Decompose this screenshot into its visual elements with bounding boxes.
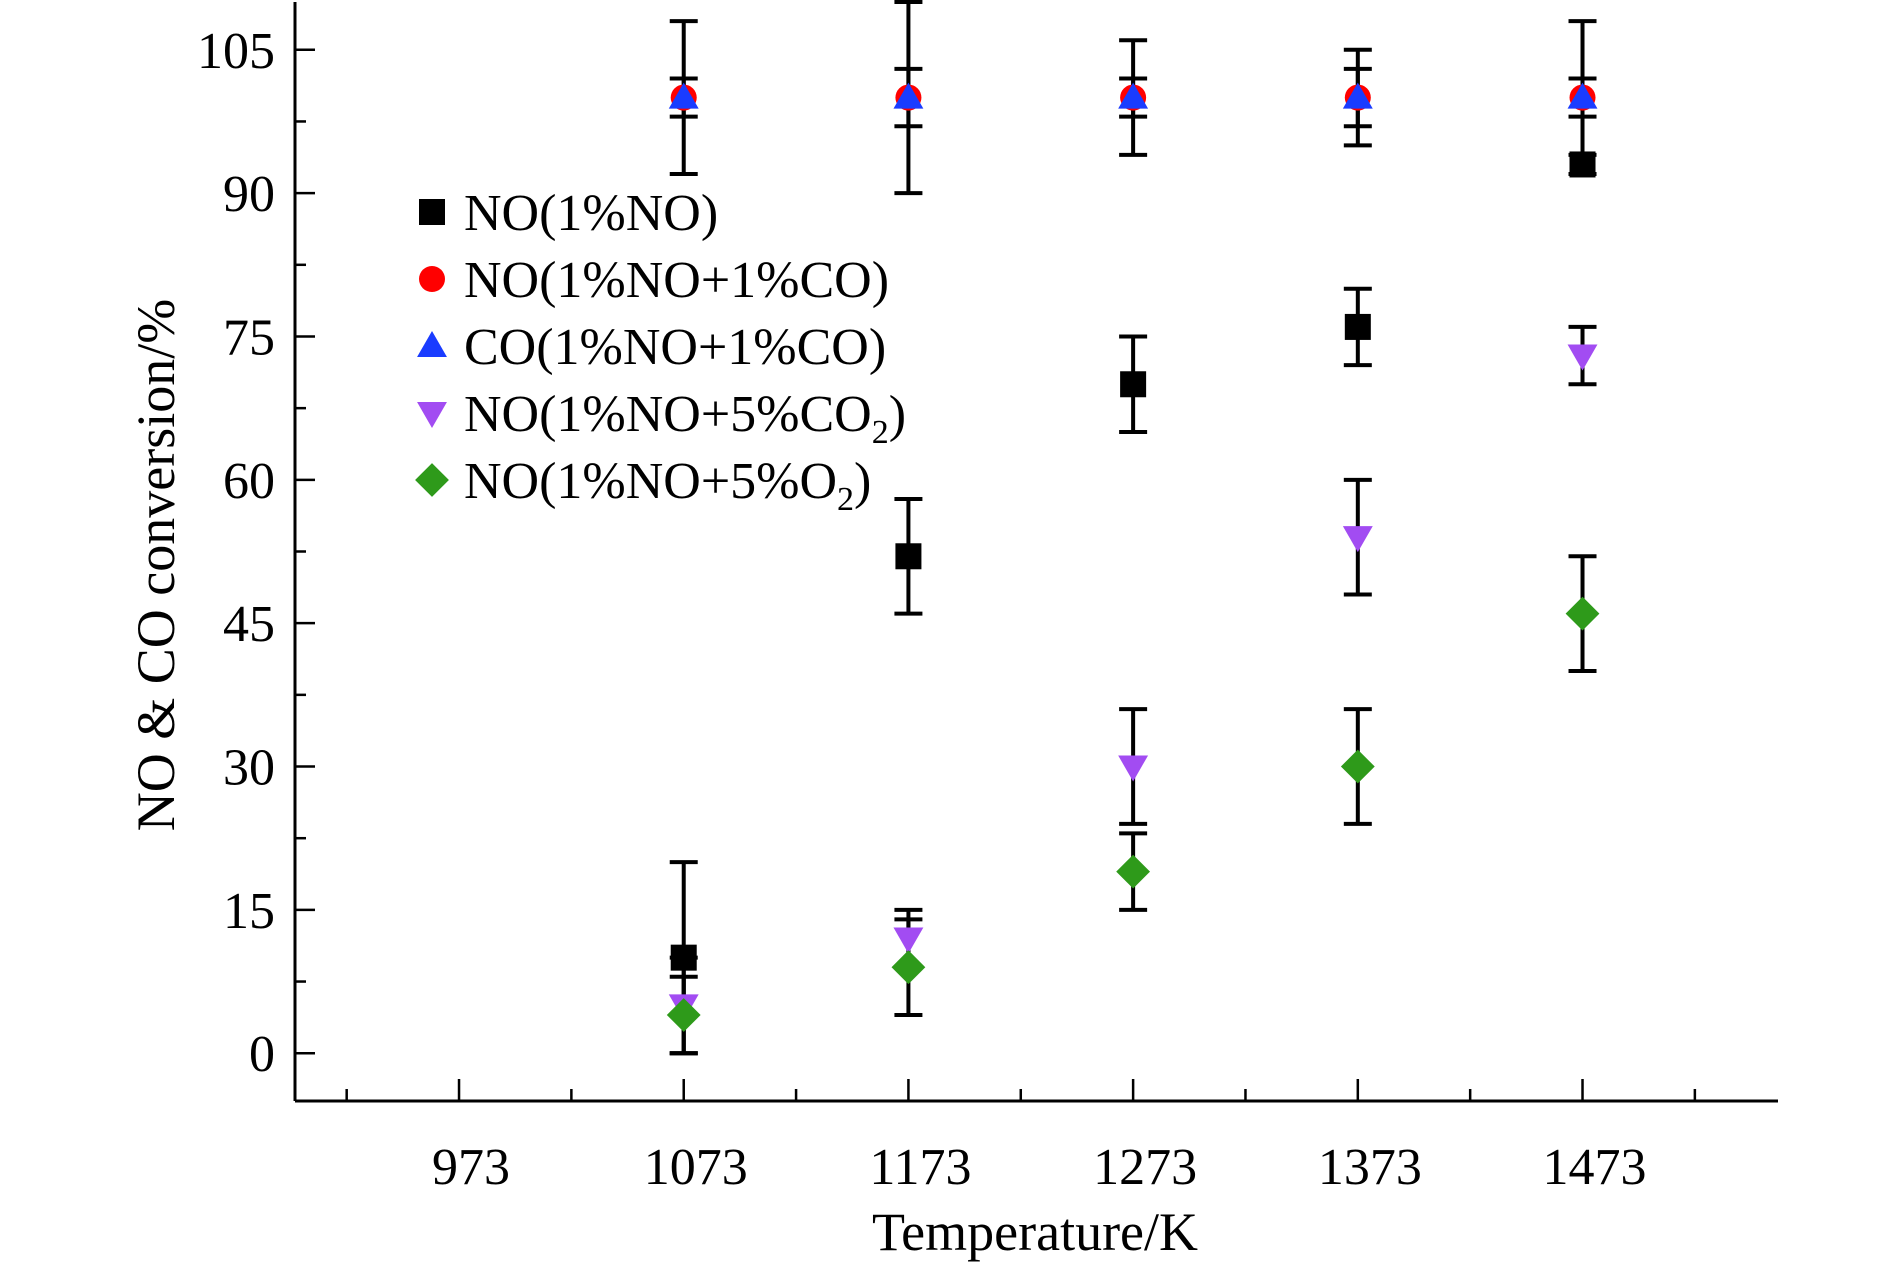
y-tick-label: 15 — [223, 883, 275, 940]
data-point-diamond — [1116, 854, 1151, 889]
data-point-square — [670, 944, 697, 971]
x-tick-label: 1273 — [1093, 1139, 1197, 1196]
legend-label: NO(1%NO) — [464, 185, 718, 242]
data-point-triangle-up — [668, 82, 699, 109]
data-point-triangle-down — [1567, 344, 1598, 371]
legend-label: CO(1%NO+1%CO) — [464, 319, 886, 376]
data-point-square — [1344, 313, 1371, 340]
data-point-triangle-up — [893, 82, 924, 109]
legend-label-tail: ) — [889, 386, 906, 443]
y-tick-label: 30 — [223, 740, 275, 797]
data-point-square — [1120, 371, 1147, 398]
y-tick-label: 60 — [223, 453, 275, 510]
legend-label-tail: ) — [854, 453, 871, 510]
data-markers — [666, 82, 1600, 1032]
legend: NO(1%NO) NO(1%NO+1%CO) CO(1%NO+1%CO) NO(1%N… — [415, 185, 906, 518]
error-bars — [669, 0, 1597, 1056]
data-point-diamond — [891, 950, 926, 985]
legend-label: NO(1%NO+5%CO2) — [464, 386, 906, 451]
legend-label-subscript: 2 — [837, 481, 854, 518]
legend-label-main: NO(1%NO) — [464, 185, 718, 242]
data-point-triangle-down — [1118, 755, 1149, 782]
axes: 0 15 30 45 60 75 90 105 973 1073 1173 1273 1373 1473 — [197, 2, 1778, 1196]
data-point-diamond — [666, 998, 701, 1032]
data-point-square — [1569, 151, 1596, 178]
x-tick-label: 973 — [432, 1139, 510, 1196]
legend-label-main: NO(1%NO+1%CO) — [464, 252, 889, 309]
y-axis-title: NO & CO conversion/% — [126, 299, 186, 831]
y-tick-label: 45 — [223, 596, 275, 653]
legend-label: NO(1%NO+5%O2) — [464, 453, 871, 518]
x-tick-label: 1373 — [1318, 1139, 1422, 1196]
x-tick-label: 1473 — [1543, 1139, 1647, 1196]
legend-marker-triangle-down — [417, 401, 447, 428]
legend-label-subscript: 2 — [872, 414, 889, 451]
legend-label-main: NO(1%NO+5%CO — [464, 386, 872, 443]
y-tick-label: 75 — [223, 309, 275, 366]
data-point-triangle-down — [893, 927, 924, 954]
legend-marker-diamond — [415, 463, 449, 497]
legend-marker-circle — [419, 266, 445, 292]
data-point-triangle-up — [1118, 82, 1149, 109]
y-tick-label: 0 — [249, 1026, 275, 1083]
legend-label-main: CO(1%NO+1%CO) — [464, 319, 886, 376]
x-tick-label: 1073 — [644, 1139, 748, 1196]
legend-label: NO(1%NO+1%CO) — [464, 252, 889, 309]
legend-label-main: NO(1%NO+5%O — [464, 453, 837, 510]
data-point-triangle-down — [1342, 526, 1373, 553]
data-point-diamond — [1340, 749, 1375, 784]
x-axis-title: Temperature/K — [872, 1202, 1198, 1262]
data-point-diamond — [1565, 596, 1600, 631]
data-point-triangle-up — [1342, 82, 1373, 109]
legend-marker-triangle-up — [417, 331, 447, 358]
y-tick-label: 105 — [197, 23, 275, 80]
legend-marker-square — [419, 199, 445, 225]
x-tick-label: 1173 — [869, 1139, 971, 1196]
y-tick-label: 90 — [223, 166, 275, 223]
data-point-triangle-up — [1567, 82, 1598, 109]
data-point-square — [895, 543, 922, 570]
